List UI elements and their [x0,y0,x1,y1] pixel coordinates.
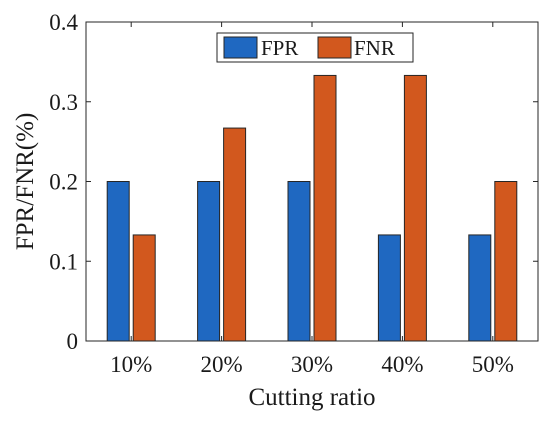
bar-fpr-40pct [377,234,401,342]
bar-fpr-20pct [197,181,221,342]
bar-fpr-30pct [287,181,311,342]
x-tick-labels: 10% 20% 30% 40% 50% [110,352,514,377]
bars-group [106,74,518,342]
y-tick-label: 0.3 [49,90,78,115]
y-tick-label: 0.1 [49,249,78,274]
x-tick-label: 30% [291,352,333,377]
legend-label-fnr: FNR [354,36,395,60]
bar-fpr-50pct [468,234,492,342]
y-tick-label: 0.2 [49,170,78,195]
x-axis-title: Cutting ratio [248,384,375,411]
bar-fnr-10pct [132,234,156,342]
legend-label-fpr: FPR [261,36,298,60]
legend-swatch-fnr [317,36,352,59]
x-tick-label: 20% [201,352,243,377]
bar-fnr-50pct [494,181,518,342]
y-axis-title: FPR/FNR(%) [12,113,39,251]
x-tick-label: 40% [381,352,423,377]
bar-fnr-20pct [223,127,247,342]
bar-fnr-30pct [313,74,337,342]
bar-fpr-10pct [106,181,130,342]
y-tick-label: 0.4 [49,10,78,35]
legend-swatch-fpr [223,36,258,59]
y-tick-label: 0 [67,329,79,354]
x-tick-label: 50% [472,352,514,377]
bar-fnr-40pct [403,74,427,342]
y-tick-labels: 0 0.1 0.2 0.3 0.4 [49,10,78,354]
legend: FPR FNR [216,32,414,63]
x-tick-label: 10% [110,352,152,377]
axis-ticks [86,21,538,342]
